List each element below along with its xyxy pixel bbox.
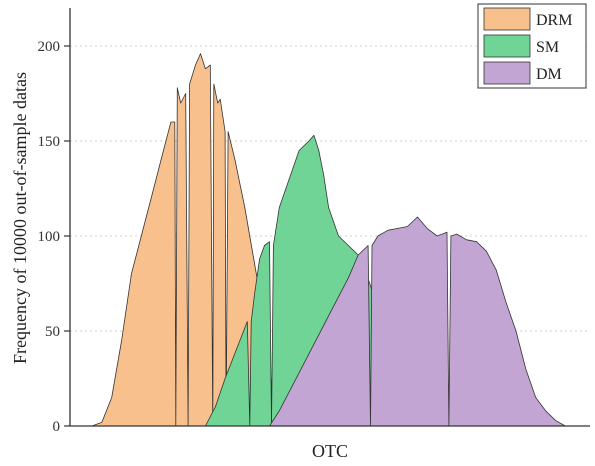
area-series-dm [269,216,566,427]
legend-swatch-sm [483,34,531,58]
legend: DRM SM DM [477,3,587,89]
y-tick-label: 50 [45,324,60,340]
y-ticks: 0 50 100 150 200 [38,39,70,435]
x-axis-title: OTC [312,441,348,461]
y-tick-label: 100 [38,229,61,245]
y-tick-label: 150 [38,134,61,150]
y-tick-label: 0 [53,419,61,435]
y-axis-title: Frequency of 10000 out-of-sample datas [10,72,30,364]
y-tick-label: 200 [38,39,61,55]
legend-label-drm: DRM [536,12,572,29]
legend-label-dm: DM [536,66,562,83]
axes [69,8,590,427]
area-series-drm [91,53,285,427]
series-areas [91,53,566,427]
legend-label-sm: SM [536,39,559,56]
legend-swatch-drm [483,7,531,31]
legend-swatch-dm [483,61,531,85]
